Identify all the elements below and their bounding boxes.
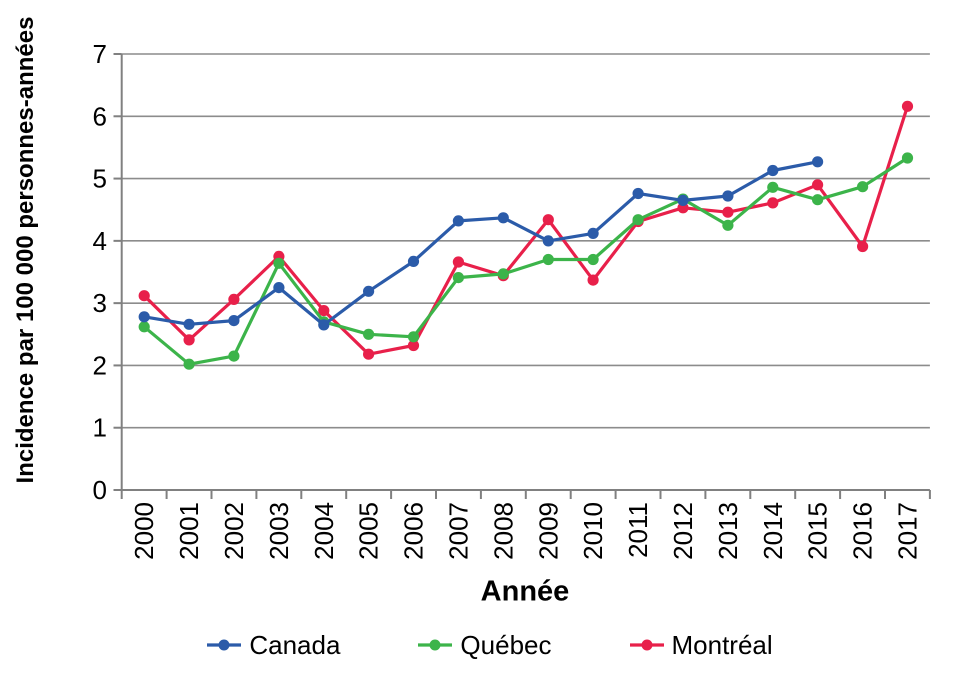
data-point-québec-2001	[183, 358, 195, 370]
x-tick-label: 2017	[892, 502, 922, 560]
data-point-montréal-2001	[183, 334, 195, 346]
data-point-québec-2010	[587, 253, 599, 266]
data-point-canada-2007	[452, 215, 464, 227]
x-tick-label: 2013	[713, 502, 743, 560]
series-line-québec	[142, 156, 910, 366]
data-point-canada-2003	[273, 282, 285, 294]
data-point-québec-2009	[542, 253, 554, 266]
x-tick-label: 2006	[399, 502, 429, 560]
legend-item-canada: Canada	[207, 630, 340, 661]
data-point-montréal-2015	[812, 179, 824, 191]
data-point-canada-2004	[318, 319, 330, 331]
x-tick-label: 2015	[803, 502, 833, 560]
x-tick-label: 2004	[309, 502, 339, 560]
x-tick-label: 2009	[533, 502, 563, 560]
data-point-montréal-2004	[318, 305, 330, 317]
y-tick-label: 6	[93, 101, 107, 131]
data-point-québec-2013	[722, 219, 734, 231]
x-tick-label: 2010	[578, 502, 608, 560]
data-point-canada-2009	[542, 235, 554, 247]
x-tick-label: 2016	[848, 502, 878, 560]
x-tick-label: 2007	[443, 502, 473, 560]
legend-label-montreal: Montréal	[671, 629, 773, 660]
data-point-canada-2012	[677, 194, 689, 206]
data-point-montréal-2016	[857, 240, 869, 253]
x-tick-label: 2008	[488, 502, 518, 560]
y-axis-title: Incidence par 100 000 personnes-années	[12, 16, 39, 484]
data-point-montréal-2000	[138, 290, 150, 302]
x-tick-label: 2000	[129, 502, 159, 560]
data-point-montréal-2009	[542, 214, 554, 226]
data-point-montréal-2014	[767, 197, 779, 209]
data-point-canada-2005	[363, 285, 375, 297]
legend-item-montreal: Montréal	[629, 629, 773, 661]
data-point-québec-2016	[857, 181, 869, 193]
x-tick-label: 2014	[758, 502, 788, 560]
data-point-québec-2015	[812, 194, 824, 206]
data-point-canada-2008	[497, 212, 509, 224]
legend-marker-montreal-icon	[629, 639, 664, 651]
data-point-québec-2000	[138, 321, 150, 333]
data-point-canada-2014	[767, 164, 779, 177]
data-point-montréal-2006	[407, 339, 420, 352]
data-point-canada-2013	[722, 190, 734, 202]
data-point-canada-2010	[587, 227, 599, 239]
data-point-canada-2000	[138, 311, 150, 323]
legend-label-canada: Canada	[249, 629, 341, 660]
y-tick-label: 0	[93, 475, 107, 505]
x-tick-label: 2005	[354, 502, 384, 560]
data-point-canada-2011	[632, 187, 644, 200]
data-point-montréal-2013	[722, 206, 734, 218]
data-point-québec-2005	[363, 328, 375, 340]
data-point-québec-2007	[452, 272, 464, 284]
data-point-montréal-2010	[587, 274, 599, 286]
chart-legend: Canada Québec Montréal	[0, 628, 980, 662]
data-point-québec-2003	[273, 257, 285, 269]
series-line-montréal	[142, 104, 910, 356]
x-tick-label: 2012	[668, 502, 698, 560]
legend-label-quebec: Québec	[460, 629, 552, 660]
series-line-canada	[142, 160, 820, 327]
data-point-québec-2002	[228, 350, 240, 362]
data-point-montréal-2002	[228, 293, 240, 305]
data-point-québec-2011	[632, 214, 644, 226]
y-tick-label: 3	[93, 288, 107, 318]
y-tick-label: 5	[93, 164, 107, 194]
x-tick-label: 2001	[174, 502, 204, 560]
data-point-canada-2002	[228, 315, 240, 327]
y-tick-label: 7	[93, 39, 107, 69]
x-tick-label: 2002	[219, 502, 249, 560]
data-point-québec-2006	[407, 331, 420, 343]
y-tick-label: 4	[93, 226, 107, 256]
data-point-montréal-2017	[901, 100, 914, 112]
data-point-québec-2014	[767, 181, 779, 193]
data-point-montréal-2007	[452, 256, 464, 268]
x-axis-title: Année	[480, 575, 570, 608]
y-tick-label: 2	[93, 350, 107, 380]
data-point-canada-2015	[812, 156, 824, 168]
data-point-montréal-2005	[363, 348, 375, 360]
legend-marker-quebec-icon	[418, 639, 453, 651]
x-tick-label: 2011	[623, 502, 653, 558]
y-tick-label: 1	[93, 413, 107, 443]
x-tick-label: 2003	[264, 502, 294, 560]
data-point-québec-2008	[497, 268, 509, 280]
data-point-canada-2001	[183, 318, 195, 330]
legend-marker-canada-icon	[207, 639, 242, 651]
data-point-canada-2006	[407, 255, 420, 267]
data-point-québec-2017	[901, 152, 914, 164]
legend-item-quebec: Québec	[418, 629, 552, 661]
